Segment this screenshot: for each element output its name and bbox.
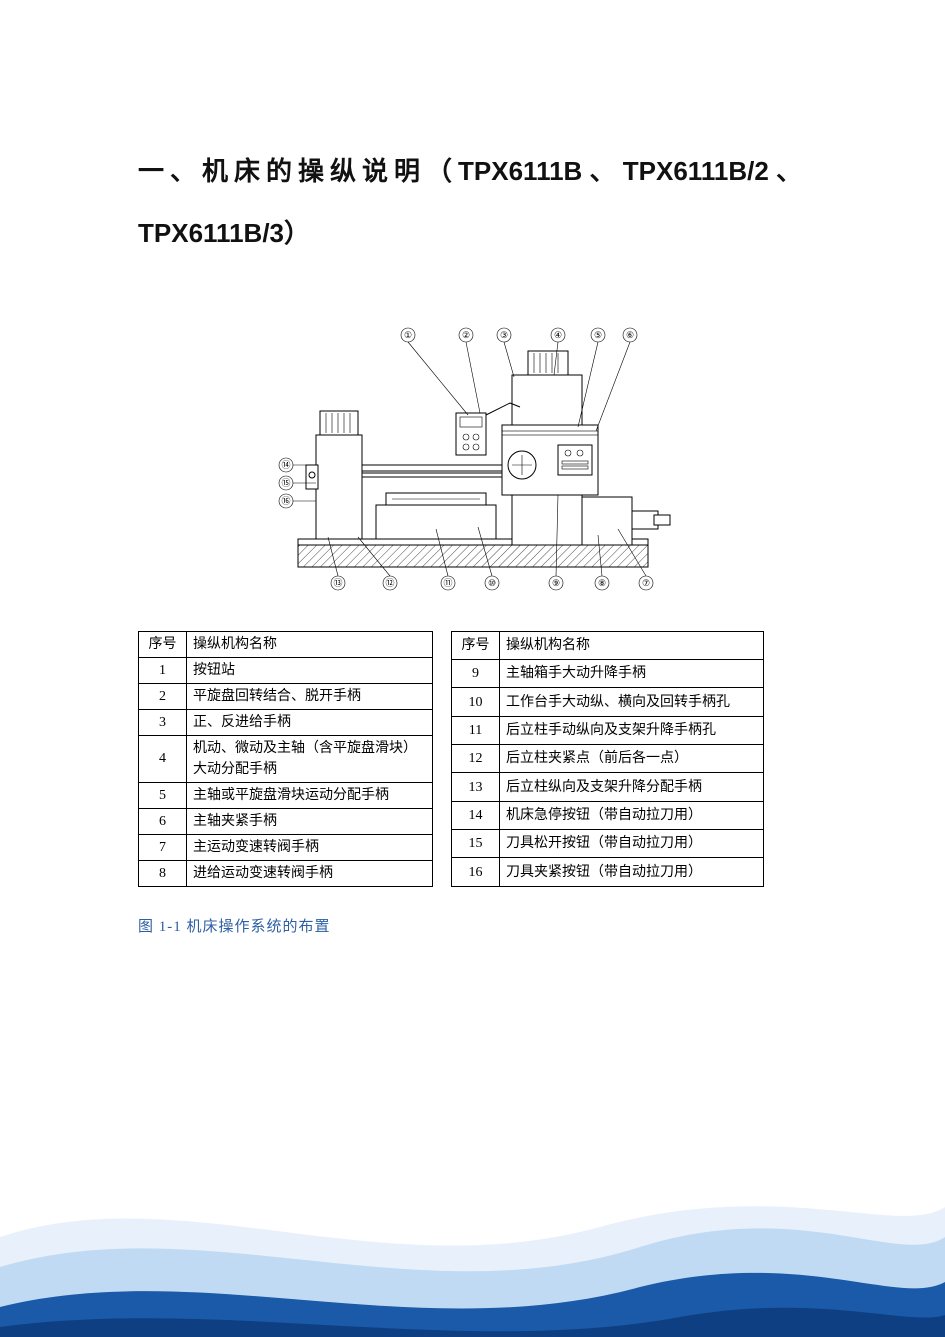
table-row: 1按钮站: [139, 657, 433, 683]
heading-tail: ）: [284, 218, 316, 248]
table-row: 15刀具松开按钮（带自动拉刀用）: [452, 830, 764, 858]
table-row: 12后立柱夹紧点（前后各一点）: [452, 745, 764, 773]
document-page: 一、机床的操纵说明（TPX6111B 、 TPX6111B/2 、 TPX611…: [0, 0, 945, 1337]
table-header-row: 序号 操纵机构名称: [452, 631, 764, 659]
callout-12: ⑫: [385, 578, 394, 588]
table-row: 11后立柱手动纵向及支架升降手柄孔: [452, 716, 764, 744]
controls-table: 序号 操纵机构名称 1按钮站 2平旋盘回转结合、脱开手柄 3正、反进给手柄 4机…: [138, 631, 807, 887]
table-row: 5主轴或平旋盘滑块运动分配手柄: [139, 782, 433, 808]
callout-10: ⑩: [487, 578, 495, 588]
table-row: 9主轴箱手大动升降手柄: [452, 660, 764, 688]
callout-15: ⑮: [281, 478, 290, 488]
figure-caption: 图 1-1 机床操作系统的布置: [138, 915, 807, 936]
callout-7: ⑦: [641, 578, 649, 588]
table-row: 16刀具夹紧按钮（带自动拉刀用）: [452, 858, 764, 886]
heading-sep-1: 、: [582, 156, 622, 186]
col-header-index: 序号: [452, 631, 500, 659]
heading-model-1: TPX6111B: [458, 156, 582, 186]
table-header-row: 序号 操纵机构名称: [139, 631, 433, 657]
table-row: 6主轴夹紧手柄: [139, 808, 433, 834]
callout-top-1: ①: [403, 330, 411, 340]
callout-top-5: ⑤: [593, 330, 601, 340]
section-heading: 一、机床的操纵说明（TPX6111B 、 TPX6111B/2 、 TPX611…: [138, 140, 807, 265]
callout-13: ⑬: [333, 578, 342, 588]
heading-text-cn: 一、机床的操纵说明（: [138, 156, 458, 186]
controls-table-left: 序号 操纵机构名称 1按钮站 2平旋盘回转结合、脱开手柄 3正、反进给手柄 4机…: [138, 631, 433, 887]
col-header-index: 序号: [139, 631, 187, 657]
table-row: 8进给运动变速转阀手柄: [139, 860, 433, 886]
table-row: 14机床急停按钮（带自动拉刀用）: [452, 801, 764, 829]
callout-top-6: ⑥: [625, 330, 633, 340]
table-row: 10工作台手大动纵、横向及回转手柄孔: [452, 688, 764, 716]
callout-14: ⑭: [281, 460, 290, 470]
heading-model-2: TPX6111B/2: [623, 156, 769, 186]
table-row: 7主运动变速转阀手柄: [139, 834, 433, 860]
callout-top-3: ③: [499, 330, 507, 340]
table-row: 3正、反进给手柄: [139, 709, 433, 735]
callout-11: ⑪: [443, 578, 452, 588]
callout-16: ⑯: [281, 496, 290, 506]
controls-table-right: 序号 操纵机构名称 9主轴箱手大动升降手柄 10工作台手大动纵、横向及回转手柄孔…: [451, 631, 764, 887]
table-row: 2平旋盘回转结合、脱开手柄: [139, 683, 433, 709]
diagram-container: ① ② ③ ④ ⑤ ⑥ ⑦ ⑧ ⑨ ⑩: [138, 315, 807, 595]
callout-top-2: ②: [461, 330, 469, 340]
callout-9: ⑨: [551, 578, 559, 588]
callout-top-4: ④: [553, 330, 561, 340]
col-header-name: 操纵机构名称: [187, 631, 433, 657]
table-row: 4机动、微动及主轴（含平旋盘滑块）大动分配手柄: [139, 735, 433, 782]
callout-8: ⑧: [597, 578, 605, 588]
col-header-name: 操纵机构名称: [500, 631, 764, 659]
machine-diagram: ① ② ③ ④ ⑤ ⑥ ⑦ ⑧ ⑨ ⑩: [258, 315, 688, 595]
heading-model-3: TPX6111B/3: [138, 218, 284, 248]
heading-sep-2: 、: [769, 156, 802, 186]
table-row: 13后立柱纵向及支架升降分配手柄: [452, 773, 764, 801]
